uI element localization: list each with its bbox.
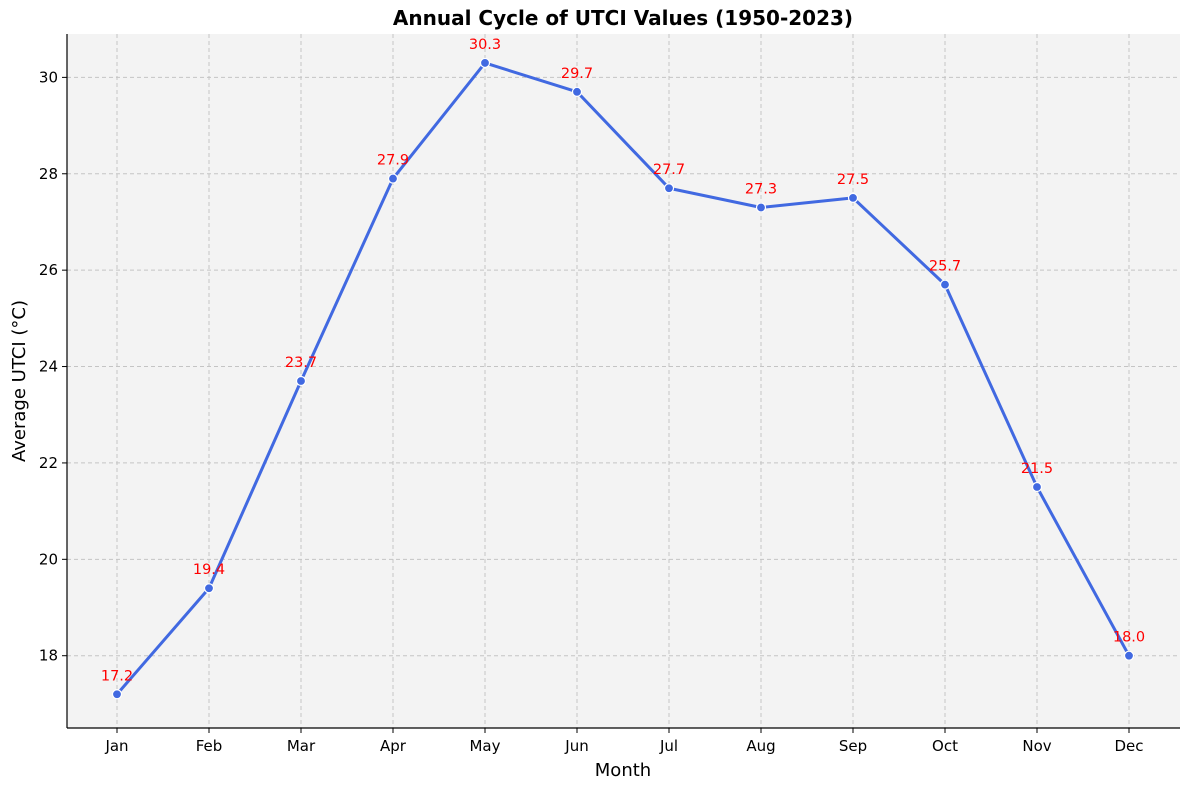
x-tick-label: Nov [1022, 737, 1051, 755]
x-tick-label: Dec [1114, 737, 1143, 755]
y-axis-label: Average UTCI (°C) [9, 300, 30, 462]
x-tick-label: Apr [380, 737, 407, 755]
data-labels: 17.2 19.4 23.7 27.9 30.3 29.7 27.7 27.3 27.5 25.7… [101, 37, 1145, 684]
plot-background [67, 34, 1180, 728]
grid [67, 34, 1180, 728]
data-points [111, 57, 1135, 700]
data-point [663, 183, 675, 194]
data-point [203, 583, 215, 594]
data-label: 27.9 [377, 153, 409, 169]
data-label: 25.7 [929, 259, 961, 275]
data-label: 21.5 [1021, 461, 1053, 477]
x-ticks: Jan Feb Mar Apr May Jun Jul Aug Sep Oct Nov Dec [104, 728, 1144, 755]
x-tick-label: Sep [839, 737, 867, 755]
data-label: 19.4 [193, 562, 225, 578]
data-point [939, 279, 951, 290]
data-label: 18.0 [1113, 630, 1145, 646]
data-point [111, 689, 123, 700]
x-tick-label: May [469, 737, 500, 755]
x-tick-label: Feb [196, 737, 223, 755]
y-tick-label: 28 [39, 165, 58, 183]
data-point [571, 86, 583, 97]
data-point [847, 192, 859, 203]
axes [66, 34, 1180, 729]
chart-title: Annual Cycle of UTCI Values (1950-2023) [393, 6, 853, 30]
data-point [755, 202, 767, 213]
x-tick-label: Jan [104, 737, 128, 755]
data-label: 27.5 [837, 172, 869, 188]
x-axis-label: Month [595, 760, 651, 781]
y-tick-label: 22 [39, 454, 58, 472]
x-tick-label: Aug [746, 737, 775, 755]
data-label: 27.7 [653, 162, 685, 178]
data-point [295, 375, 307, 387]
y-tick-label: 24 [39, 358, 58, 376]
data-point [1031, 481, 1043, 493]
data-label: 23.7 [285, 355, 317, 371]
x-tick-label: Mar [287, 737, 316, 755]
data-label: 30.3 [469, 37, 501, 53]
y-tick-label: 30 [39, 68, 58, 86]
data-point [1123, 650, 1135, 661]
x-tick-label: Oct [932, 737, 958, 755]
data-label: 17.2 [101, 668, 133, 684]
data-label: 27.3 [745, 182, 777, 198]
data-point [479, 57, 491, 69]
y-tick-label: 26 [39, 261, 58, 279]
series-line [115, 61, 1131, 696]
x-tick-label: Jun [564, 737, 588, 755]
data-point [387, 173, 399, 184]
x-tick-label: Jul [659, 737, 678, 755]
y-tick-label: 18 [39, 647, 58, 665]
data-label: 29.7 [561, 66, 593, 82]
y-tick-label: 20 [39, 550, 58, 568]
y-ticks: 18 20 22 24 26 28 30 [39, 68, 67, 665]
